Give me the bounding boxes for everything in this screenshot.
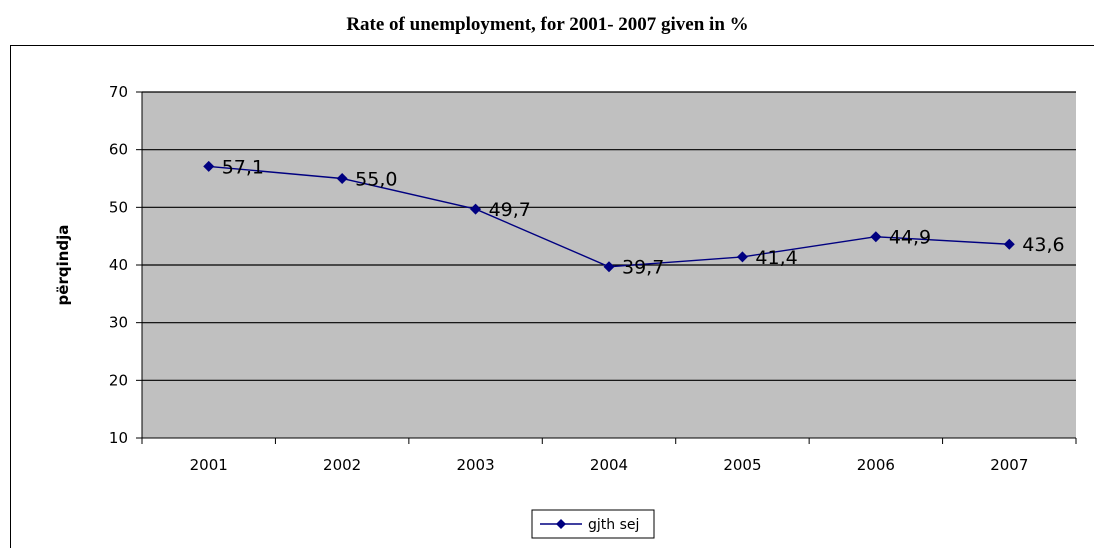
data-label: 55,0 — [355, 169, 397, 191]
legend-label: gjth sej — [588, 517, 639, 533]
x-tick-label: 2007 — [990, 456, 1028, 474]
data-point — [203, 160, 215, 172]
data-point — [603, 261, 615, 273]
y-tick-label: 30 — [109, 314, 128, 332]
data-label: 49,7 — [489, 199, 531, 221]
y-axis-title: përqindja — [54, 225, 72, 306]
chart-frame — [10, 45, 1094, 548]
y-tick-label: 10 — [109, 429, 128, 447]
y-tick-label: 40 — [109, 256, 128, 274]
series-layer — [203, 160, 1015, 273]
y-tick-label: 60 — [109, 141, 128, 159]
data-label: 41,4 — [755, 247, 797, 269]
data-point — [336, 173, 348, 184]
x-tick-label: 2006 — [857, 456, 895, 474]
x-tick-label: 2001 — [190, 456, 228, 474]
data-labels: 57,1 55,0 49,7 39,7 41,4 44,9 43,6 — [222, 156, 1065, 278]
data-label: 43,6 — [1022, 234, 1064, 256]
y-tick-label: 20 — [109, 371, 128, 389]
data-point — [470, 203, 482, 215]
x-tick-label: 2003 — [456, 456, 494, 474]
data-label: 57,1 — [222, 156, 264, 178]
x-tick-label: 2004 — [590, 456, 628, 474]
y-tick-label: 50 — [109, 198, 128, 216]
x-tick-label: 2005 — [723, 456, 761, 474]
chart-title: Rate of unemployment, for 2001- 2007 giv… — [346, 14, 749, 35]
data-point — [736, 251, 748, 263]
data-label: 44,9 — [889, 227, 931, 249]
data-label: 39,7 — [622, 257, 664, 279]
legend: gjth sej — [531, 509, 655, 539]
axes: 10 20 30 40 50 60 70 2001 2002 2003 2004 2005 2006 20… — [54, 83, 1077, 474]
data-point — [1003, 238, 1015, 250]
x-tick-label: 2002 — [323, 456, 361, 474]
legend-marker — [556, 519, 566, 529]
data-point — [870, 231, 882, 243]
y-tick-label: 70 — [109, 83, 128, 101]
